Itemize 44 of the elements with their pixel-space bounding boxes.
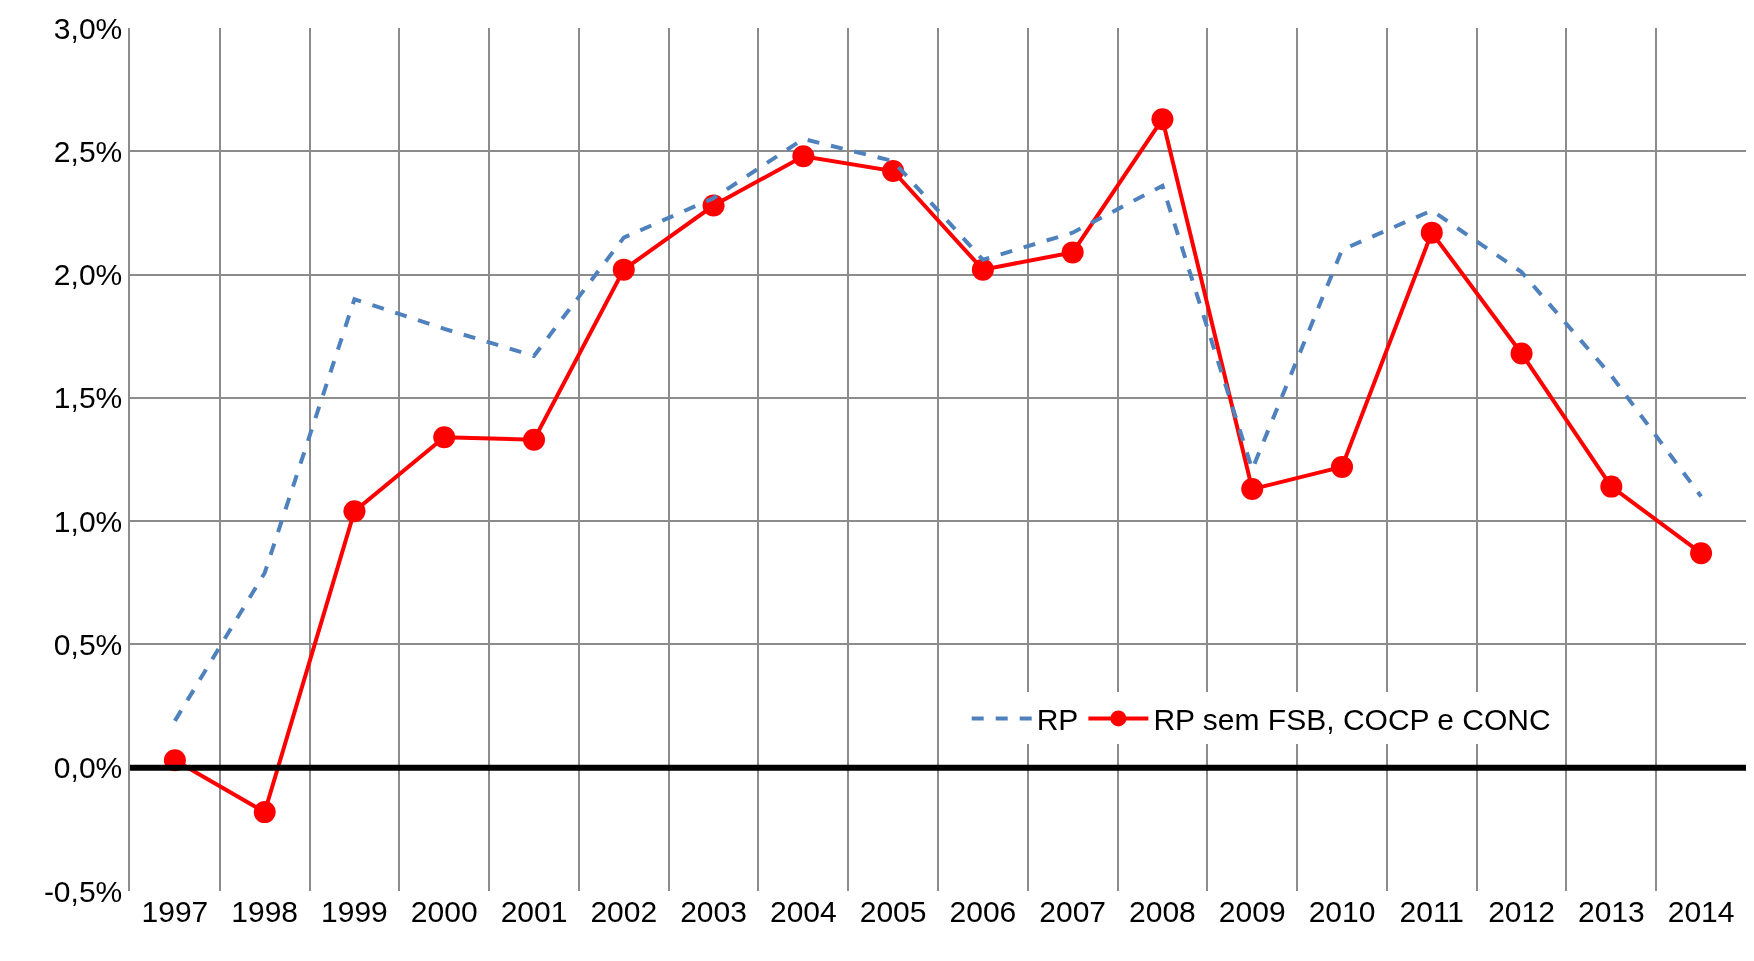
y-tick-label: 0,0%	[53, 751, 123, 785]
point	[253, 801, 276, 824]
x-tick-label: 2014	[1667, 895, 1735, 928]
x-tick-label: 2000	[410, 895, 478, 928]
x-tick-label: 2004	[769, 895, 837, 928]
point	[1510, 342, 1533, 365]
x-tick-label: 1997	[141, 895, 209, 928]
legend-label: RP sem FSB, COCP e CONC	[1153, 703, 1551, 737]
point	[1151, 108, 1174, 131]
point	[1690, 542, 1713, 565]
y-tick-label: 2,5%	[53, 134, 123, 168]
point	[1420, 221, 1443, 244]
x-tick-label: 2003	[680, 895, 747, 928]
x-tick-label: 2010	[1308, 895, 1376, 928]
point	[433, 426, 456, 449]
point	[612, 258, 635, 281]
point	[792, 145, 815, 168]
y-tick-label: 1,0%	[53, 504, 123, 538]
y-tick-label: 1,5%	[53, 381, 123, 415]
x-tick-label: 1998	[231, 895, 299, 928]
point	[971, 258, 994, 281]
point	[882, 160, 905, 182]
x-tick-label: 2007	[1039, 895, 1107, 928]
x-tick-label: 1999	[321, 895, 388, 928]
x-tick-label: 2013	[1577, 895, 1645, 928]
point	[1600, 475, 1623, 498]
point	[523, 428, 545, 451]
x-tick-label: 2006	[949, 895, 1017, 928]
x-tick-label: 2001	[500, 895, 568, 928]
point	[343, 500, 366, 523]
x-tick-label: 2008	[1129, 895, 1196, 928]
legend-label: RP	[1036, 703, 1079, 737]
y-tick-label: -0,5%	[43, 874, 123, 908]
point	[1241, 478, 1264, 501]
x-tick-label: 2012	[1488, 895, 1555, 928]
x-tick-label: 2002	[590, 895, 658, 928]
y-tick-label: 0,5%	[53, 627, 123, 661]
point	[1061, 241, 1084, 264]
x-tick-label: 2009	[1218, 895, 1286, 928]
x-tick-label: 2005	[859, 895, 927, 928]
x-tick-label: 2011	[1399, 895, 1465, 928]
y-tick-label: 3,0%	[53, 11, 123, 45]
point	[1331, 455, 1353, 478]
y-tick-label: 2,0%	[53, 258, 123, 292]
